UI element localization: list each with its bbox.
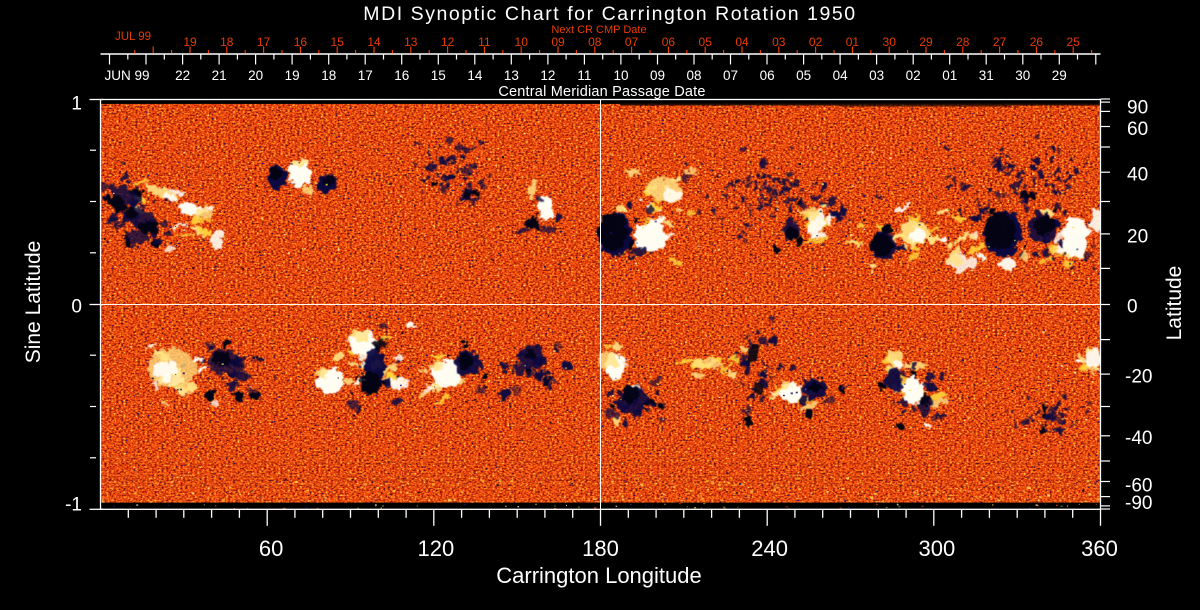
- svg-text:-20: -20: [1125, 367, 1152, 388]
- svg-text:22: 22: [175, 68, 190, 83]
- svg-text:03: 03: [772, 35, 786, 49]
- svg-text:29: 29: [1052, 68, 1067, 83]
- svg-text:14: 14: [367, 35, 381, 49]
- svg-text:08: 08: [687, 68, 702, 83]
- svg-text:09: 09: [551, 35, 565, 49]
- svg-text:Latitude: Latitude: [1163, 266, 1186, 341]
- svg-text:-1: -1: [65, 495, 82, 516]
- svg-text:11: 11: [577, 68, 591, 83]
- svg-text:10: 10: [613, 68, 628, 83]
- svg-text:1: 1: [71, 94, 82, 115]
- svg-text:180: 180: [582, 536, 619, 561]
- svg-text:60: 60: [259, 536, 283, 561]
- svg-text:120: 120: [417, 536, 454, 561]
- svg-text:18: 18: [220, 35, 234, 49]
- svg-text:01: 01: [846, 35, 860, 49]
- svg-text:Sine Latitude: Sine Latitude: [22, 241, 45, 364]
- svg-text:-60: -60: [1125, 476, 1152, 497]
- svg-text:13: 13: [404, 35, 418, 49]
- svg-text:15: 15: [431, 68, 446, 83]
- svg-text:04: 04: [833, 68, 849, 83]
- svg-text:29: 29: [919, 35, 933, 49]
- svg-text:05: 05: [699, 35, 713, 49]
- svg-text:26: 26: [1030, 35, 1044, 49]
- svg-text:30: 30: [883, 35, 897, 49]
- svg-text:-40: -40: [1125, 428, 1152, 449]
- svg-text:JUN 99: JUN 99: [104, 68, 149, 83]
- svg-text:16: 16: [294, 35, 308, 49]
- svg-text:20: 20: [248, 68, 263, 83]
- svg-text:360: 360: [1081, 536, 1118, 561]
- svg-text:12: 12: [441, 35, 455, 49]
- svg-text:90: 90: [1127, 98, 1148, 119]
- svg-text:19: 19: [183, 35, 197, 49]
- svg-text:02: 02: [809, 35, 823, 49]
- svg-text:07: 07: [625, 35, 639, 49]
- svg-text:17: 17: [257, 35, 271, 49]
- svg-text:240: 240: [751, 536, 788, 561]
- svg-text:19: 19: [285, 68, 300, 83]
- svg-text:06: 06: [662, 35, 676, 49]
- svg-text:12: 12: [540, 68, 555, 83]
- svg-text:Next CR CMP Date: Next CR CMP Date: [551, 24, 646, 36]
- svg-text:25: 25: [1067, 35, 1081, 49]
- svg-text:60: 60: [1127, 119, 1148, 140]
- svg-text:0: 0: [71, 297, 82, 318]
- svg-text:-90: -90: [1125, 493, 1152, 514]
- svg-text:28: 28: [956, 35, 970, 49]
- svg-text:04: 04: [735, 35, 749, 49]
- svg-text:14: 14: [467, 68, 483, 83]
- svg-text:15: 15: [331, 35, 345, 49]
- svg-text:20: 20: [1127, 226, 1148, 247]
- svg-text:MDI Synoptic Chart for Carring: MDI Synoptic Chart for Carrington Rotati…: [363, 3, 856, 25]
- svg-text:16: 16: [394, 68, 409, 83]
- svg-text:JUL 99: JUL 99: [115, 31, 151, 43]
- svg-text:18: 18: [321, 68, 336, 83]
- svg-text:11: 11: [478, 35, 491, 49]
- svg-text:0: 0: [1127, 296, 1138, 317]
- svg-text:05: 05: [796, 68, 811, 83]
- svg-text:27: 27: [993, 35, 1007, 49]
- svg-text:31: 31: [979, 68, 994, 83]
- svg-text:40: 40: [1127, 165, 1148, 186]
- svg-text:02: 02: [906, 68, 921, 83]
- svg-text:17: 17: [358, 68, 373, 83]
- svg-text:10: 10: [515, 35, 529, 49]
- svg-text:09: 09: [650, 68, 665, 83]
- svg-text:06: 06: [760, 68, 775, 83]
- svg-text:21: 21: [212, 68, 227, 83]
- svg-text:13: 13: [504, 68, 519, 83]
- svg-text:Carrington Longitude: Carrington Longitude: [496, 563, 701, 588]
- svg-text:07: 07: [723, 68, 738, 83]
- svg-text:08: 08: [588, 35, 602, 49]
- svg-text:30: 30: [1015, 68, 1030, 83]
- svg-text:01: 01: [942, 68, 957, 83]
- svg-text:Central Meridian Passage Date: Central Meridian Passage Date: [498, 84, 705, 100]
- svg-text:300: 300: [918, 536, 955, 561]
- svg-text:03: 03: [869, 68, 884, 83]
